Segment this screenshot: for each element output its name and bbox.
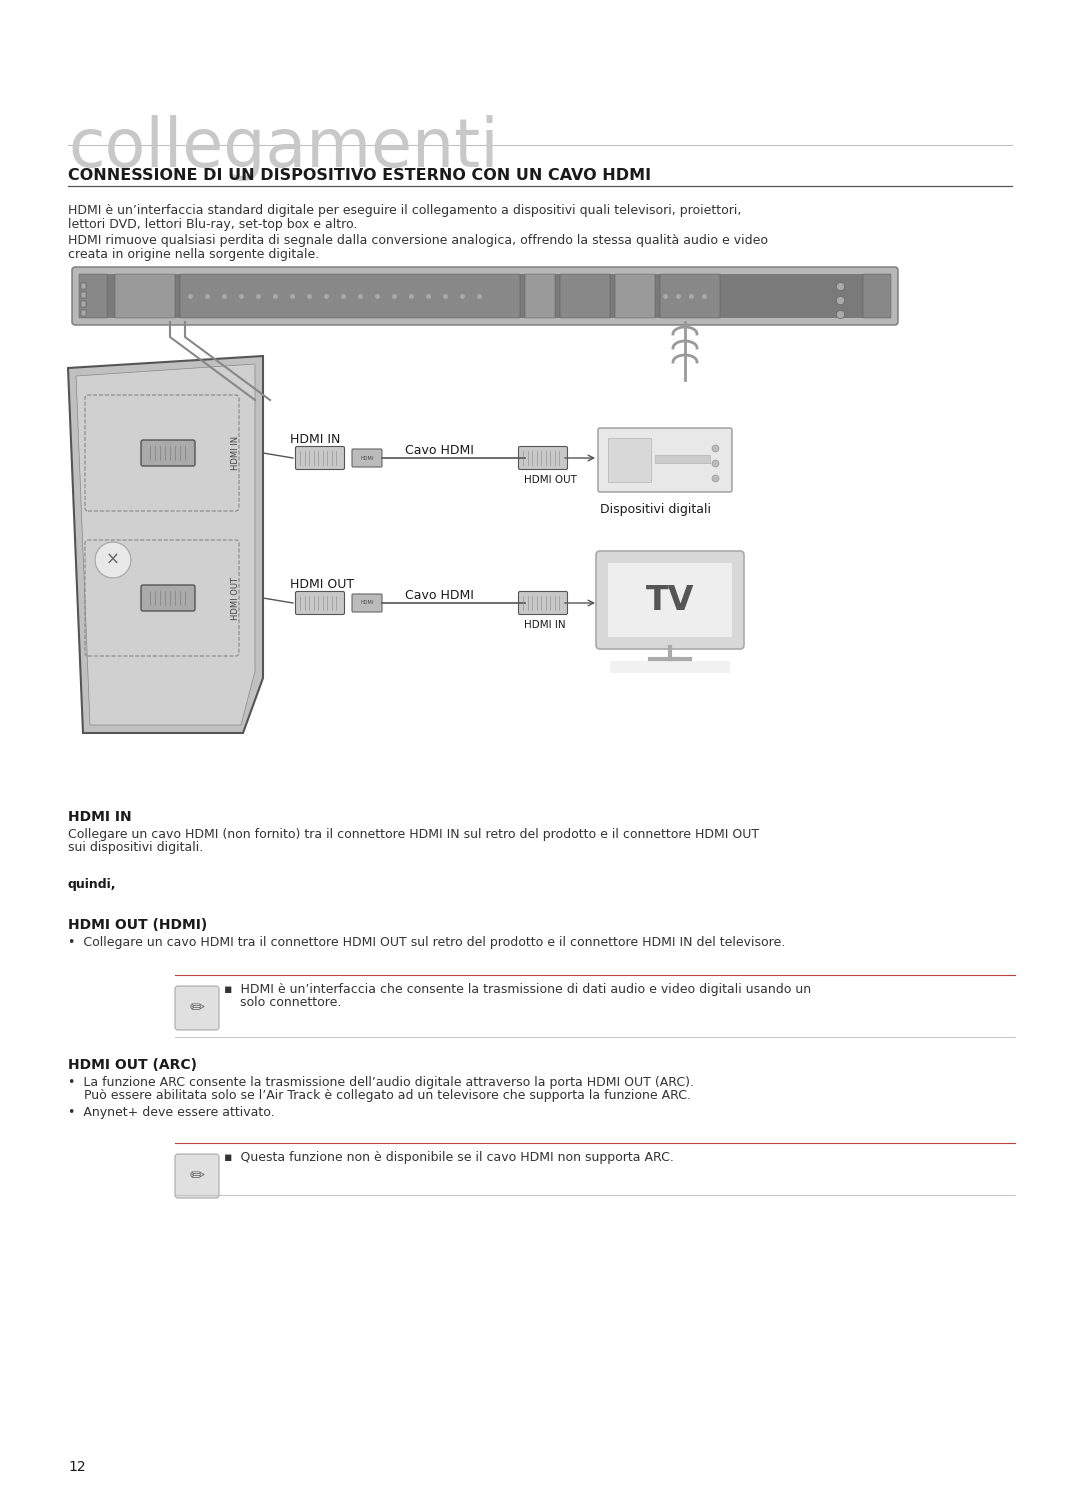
Text: HDMI OUT: HDMI OUT: [230, 576, 240, 619]
Bar: [79, 274, 107, 318]
Text: •  Collegare un cavo HDMI tra il connettore HDMI OUT sul retro del prodotto e il: • Collegare un cavo HDMI tra il connetto…: [68, 936, 785, 949]
FancyBboxPatch shape: [518, 446, 567, 470]
Bar: [81, 292, 86, 298]
Text: Può essere abilitata solo se l’Air Track è collegato ad un televisore che suppor: Può essere abilitata solo se l’Air Track…: [68, 1089, 691, 1103]
Text: HDMI IN: HDMI IN: [524, 620, 566, 629]
Text: HDMI rimuove qualsiasi perdita di segnale dalla conversione analogica, offrendo : HDMI rimuove qualsiasi perdita di segnal…: [68, 234, 768, 247]
Text: HDMI OUT: HDMI OUT: [524, 475, 577, 485]
Bar: [660, 274, 720, 318]
Circle shape: [95, 542, 131, 577]
Text: ✏: ✏: [189, 1167, 204, 1184]
Text: Cavo HDMI: Cavo HDMI: [405, 589, 474, 603]
Text: ✏: ✏: [189, 998, 204, 1016]
Text: HDMI IN: HDMI IN: [291, 433, 340, 446]
FancyBboxPatch shape: [598, 429, 732, 493]
Text: Cavo HDMI: Cavo HDMI: [405, 443, 474, 457]
FancyBboxPatch shape: [175, 1155, 219, 1198]
Text: HDMI OUT: HDMI OUT: [291, 577, 354, 591]
Text: sui dispositivi digitali.: sui dispositivi digitali.: [68, 841, 203, 854]
Text: HDMI: HDMI: [361, 455, 374, 460]
Text: HDMI OUT (ARC): HDMI OUT (ARC): [68, 1058, 197, 1071]
FancyBboxPatch shape: [352, 594, 382, 612]
Text: lettori DVD, lettori Blu-ray, set-top box e altro.: lettori DVD, lettori Blu-ray, set-top bo…: [68, 219, 357, 231]
Text: quindi,: quindi,: [68, 878, 117, 891]
FancyBboxPatch shape: [141, 585, 195, 612]
Bar: [79, 274, 891, 318]
Bar: [81, 301, 86, 307]
Bar: [525, 274, 555, 318]
Text: TV: TV: [646, 583, 694, 616]
Bar: [81, 283, 86, 289]
Text: 12: 12: [68, 1460, 85, 1475]
FancyBboxPatch shape: [352, 449, 382, 467]
Bar: [81, 310, 86, 315]
Bar: [608, 562, 732, 637]
Text: Dispositivi digitali: Dispositivi digitali: [600, 503, 711, 516]
Bar: [608, 437, 651, 482]
Text: HDMI è un’interfaccia standard digitale per eseguire il collegamento a dispositi: HDMI è un’interfaccia standard digitale …: [68, 204, 741, 217]
Text: HDMI OUT (HDMI): HDMI OUT (HDMI): [68, 918, 207, 931]
Text: HDMI IN: HDMI IN: [230, 436, 240, 470]
Text: CONNESSIONE DI UN DISPOSITIVO ESTERNO CON UN CAVO HDMI: CONNESSIONE DI UN DISPOSITIVO ESTERNO CO…: [68, 168, 651, 183]
Bar: [863, 274, 891, 318]
Text: •  Anynet+ deve essere attivato.: • Anynet+ deve essere attivato.: [68, 1106, 274, 1119]
Text: ▪  Questa funzione non è disponibile se il cavo HDMI non supporta ARC.: ▪ Questa funzione non è disponibile se i…: [224, 1152, 674, 1164]
Text: HDMI: HDMI: [361, 601, 374, 606]
Bar: [561, 274, 610, 318]
FancyBboxPatch shape: [141, 440, 195, 466]
FancyBboxPatch shape: [596, 551, 744, 649]
FancyBboxPatch shape: [72, 266, 897, 324]
Text: creata in origine nella sorgente digitale.: creata in origine nella sorgente digital…: [68, 248, 320, 260]
Text: Collegare un cavo HDMI (non fornito) tra il connettore HDMI IN sul retro del pro: Collegare un cavo HDMI (non fornito) tra…: [68, 827, 759, 841]
Bar: [180, 274, 519, 318]
Text: ▪  HDMI è un’interfaccia che consente la trasmissione di dati audio e video digi: ▪ HDMI è un’interfaccia che consente la …: [224, 984, 811, 995]
FancyBboxPatch shape: [175, 987, 219, 1030]
Text: ×: ×: [106, 551, 120, 568]
Text: collegamenti: collegamenti: [68, 115, 499, 182]
FancyBboxPatch shape: [518, 592, 567, 615]
FancyBboxPatch shape: [296, 592, 345, 615]
Bar: [114, 274, 175, 318]
Polygon shape: [68, 356, 264, 734]
Bar: [615, 274, 654, 318]
Text: solo connettore.: solo connettore.: [224, 995, 341, 1009]
Bar: [654, 455, 710, 463]
Polygon shape: [76, 365, 255, 725]
FancyBboxPatch shape: [296, 446, 345, 470]
Text: •  La funzione ARC consente la trasmissione dell’audio digitale attraverso la po: • La funzione ARC consente la trasmissio…: [68, 1076, 694, 1089]
Bar: [610, 661, 730, 673]
Text: HDMI IN: HDMI IN: [68, 809, 132, 824]
